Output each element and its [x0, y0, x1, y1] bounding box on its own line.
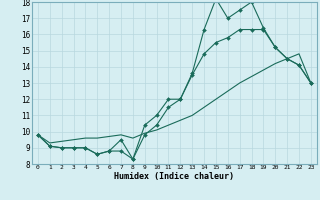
X-axis label: Humidex (Indice chaleur): Humidex (Indice chaleur) [115, 172, 234, 181]
